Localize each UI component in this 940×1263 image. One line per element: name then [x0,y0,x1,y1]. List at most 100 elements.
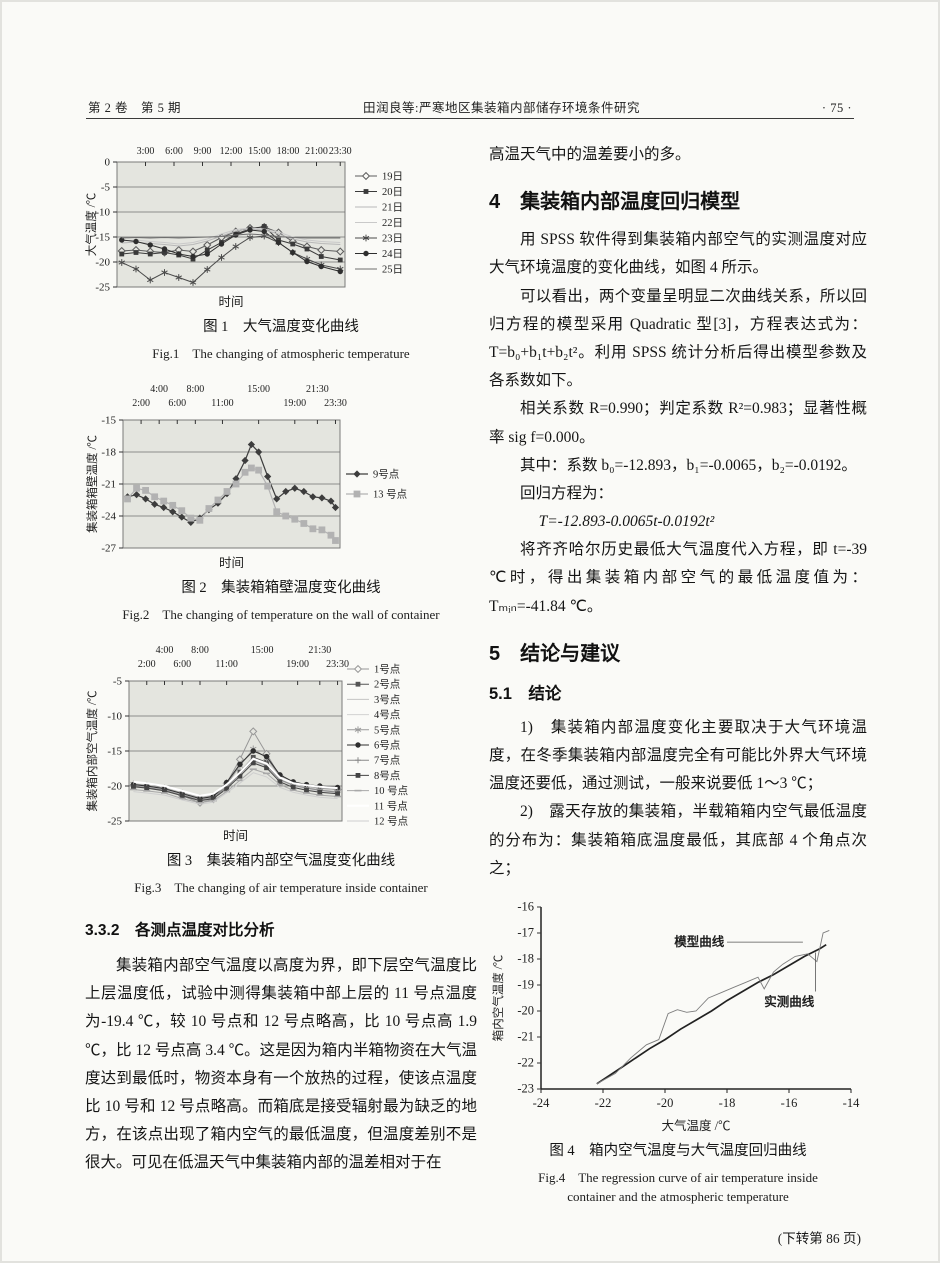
fig2-line-chart: -15 -18 -21 -24 -27 2:004:006:008:00 11:00 15:0… [85,384,407,570]
svg-text:大气温度 /℃: 大气温度 /℃ [661,1118,730,1133]
svg-text:时间: 时间 [223,829,248,843]
svg-text:12:00: 12:00 [220,146,243,157]
svg-text:-17: -17 [517,925,534,939]
svg-text:9号点: 9号点 [373,469,399,481]
svg-text:2号点: 2号点 [374,679,400,691]
section-4-para-4: 其中：系数 b₀=-12.893，b₁=-0.0065，b₂=-0.0192。 [520,456,857,474]
svg-text:8:00: 8:00 [191,645,209,656]
svg-text:-20: -20 [95,257,110,269]
spacer [85,623,477,641]
svg-text:21:00: 21:00 [305,146,328,157]
svg-text:-5: -5 [101,182,111,194]
conclusion-item-1: 1) 集装箱内部温度变化主要取决于大气环境温度，在冬季集装箱内部温度完全有可能比… [489,718,867,793]
svg-text:-10: -10 [95,207,110,219]
svg-text:6号点: 6号点 [374,740,400,752]
section-5-1-heading: 5.1 结论 [489,684,562,703]
fig4-caption-en-line1: Fig.4 The regression curve of air temper… [538,1169,818,1185]
page-header: 第 2 卷 第 5 期 田润良等:严寒地区集装箱内部储存环境条件研究 · 75 … [88,97,852,116]
svg-text:-20: -20 [107,781,122,793]
svg-text:1号点: 1号点 [374,664,400,676]
svg-text:23:30: 23:30 [324,398,347,409]
svg-text:21日: 21日 [382,203,403,214]
svg-text:21:30: 21:30 [308,645,331,656]
section-4-para-5: 回归方程为： [520,485,614,503]
left-column: 0 -5 -10 -15 -20 -25 3:00 6:00 9:00 12:00 15:00 18:… [85,136,477,1178]
svg-text:时间: 时间 [219,556,244,570]
svg-text:2:00: 2:00 [132,398,150,409]
svg-text:-27: -27 [101,543,116,555]
fig1-line-chart: 0 -5 -10 -15 -20 -25 3:00 6:00 9:00 12:00 15:00 18:… [85,146,403,309]
svg-text:15:00: 15:00 [251,645,274,656]
svg-text:4号点: 4号点 [374,709,400,721]
continuation-paragraph: 高温天气中的温差要小的多。 [489,146,691,163]
svg-text:8:00: 8:00 [186,384,204,395]
svg-text:9:00: 9:00 [194,146,212,157]
svg-text:-19: -19 [517,977,534,991]
fig4-caption-zh: 图 4 箱内空气温度与大气温度回归曲线 [549,1142,807,1159]
svg-text:6:00: 6:00 [168,398,186,409]
svg-text:-18: -18 [517,951,534,965]
continued-on-page-note: (下转第 86 页) [777,1230,861,1246]
fig4-caption-en-line2: container and the atmospheric temperatur… [567,1188,789,1204]
svg-text:-20: -20 [517,1003,534,1017]
svg-text:3号点: 3号点 [374,694,400,706]
section-5-heading: 5 结论与建议 [489,642,621,665]
svg-text:20日: 20日 [382,187,403,198]
svg-text:箱内空气温度 /℃: 箱内空气温度 /℃ [491,954,505,1041]
svg-text:-25: -25 [107,816,122,828]
header-divider [86,118,854,119]
svg-text:24日: 24日 [382,249,403,260]
svg-text:-18: -18 [101,447,116,459]
svg-text:-15: -15 [95,232,110,244]
svg-text:5号点: 5号点 [374,724,400,736]
svg-text:-24: -24 [101,511,116,523]
svg-text:0: 0 [105,157,111,169]
svg-text:22日: 22日 [382,218,403,229]
fig2-caption-en: Fig.2 The changing of temperature on the… [122,607,440,622]
fig3-line-chart: -5 -10 -15 -20 -25 2:004:00 6:008:00 11:00 15:00… [85,645,408,843]
fig1-caption-en: Fig.1 The changing of atmospheric temper… [152,346,410,361]
svg-text:10 号点: 10 号点 [374,785,408,797]
svg-text:集装箱箱壁温度 /℃: 集装箱箱壁温度 /℃ [85,434,99,533]
svg-text:11:00: 11:00 [211,398,233,409]
svg-text:-15: -15 [107,746,122,758]
svg-text:-5: -5 [113,676,123,688]
page-number: · 75 · [821,101,852,115]
svg-text:实测曲线: 实测曲线 [764,994,815,1009]
fig4-regression-chart: -16 -17 -18 -19 -20 -21 -22 -23-24 -22 -20 -18 -16 -… [491,899,860,1133]
section-4-para-1: 用 SPSS 软件得到集装箱内部空气的实测温度对应大气环境温度的变化曲线，如图 … [489,231,867,277]
svg-text:-15: -15 [101,415,116,427]
svg-text:23:30: 23:30 [329,146,352,157]
svg-text:-21: -21 [101,479,116,491]
svg-text:6:00: 6:00 [165,146,183,157]
section-4-para-6: 将齐齐哈尔历史最低大气温度代入方程，即 t=-39 ℃时，得出集装箱内部空气的最… [489,541,867,615]
svg-text:-21: -21 [517,1029,534,1043]
svg-text:19:00: 19:00 [283,398,306,409]
regression-equation: T=-12.893-0.0065t-0.0192t² [538,513,715,531]
fig2-caption-zh: 图 2 集装箱箱壁温度变化曲线 [181,580,381,596]
svg-text:7号点: 7号点 [374,755,400,767]
svg-text:18:00: 18:00 [277,146,300,157]
fig3-caption-zh: 图 3 集装箱内部空气温度变化曲线 [166,853,396,869]
svg-text:15:00: 15:00 [248,146,271,157]
svg-text:-10: -10 [107,711,122,723]
svg-text:大气温度 /℃: 大气温度 /℃ [85,192,98,256]
svg-text:-22: -22 [517,1055,534,1069]
svg-text:3:00: 3:00 [137,146,155,157]
svg-text:集装箱内部空气温度 /℃: 集装箱内部空气温度 /℃ [85,690,99,812]
svg-text:-14: -14 [843,1096,860,1110]
fig1-caption-zh: 图 1 大气温度变化曲线 [203,319,359,335]
svg-text:-20: -20 [657,1096,674,1110]
svg-text:23日: 23日 [382,234,403,245]
svg-text:25日: 25日 [382,265,403,276]
svg-text:模型曲线: 模型曲线 [674,934,725,949]
conclusion-item-2: 2) 露天存放的集装箱，半载箱箱内空气最低温度的分布为：集装箱箱底温度最低，其底… [489,803,867,877]
svg-text:-25: -25 [95,282,110,294]
section-4-heading: 4 集装箱内部温度回归模型 [489,191,741,214]
section-4-para-2: 可以看出，两个变量呈明显二次曲线关系，所以回归方程的模型采用 Quadratic… [489,287,867,390]
svg-text:11:00: 11:00 [215,659,237,670]
fig3-caption-en: Fig.3 The changing of air temperature in… [134,880,428,895]
svg-text:2:00: 2:00 [138,659,156,670]
running-title: 田润良等:严寒地区集装箱内部储存环境条件研究 [362,101,640,115]
